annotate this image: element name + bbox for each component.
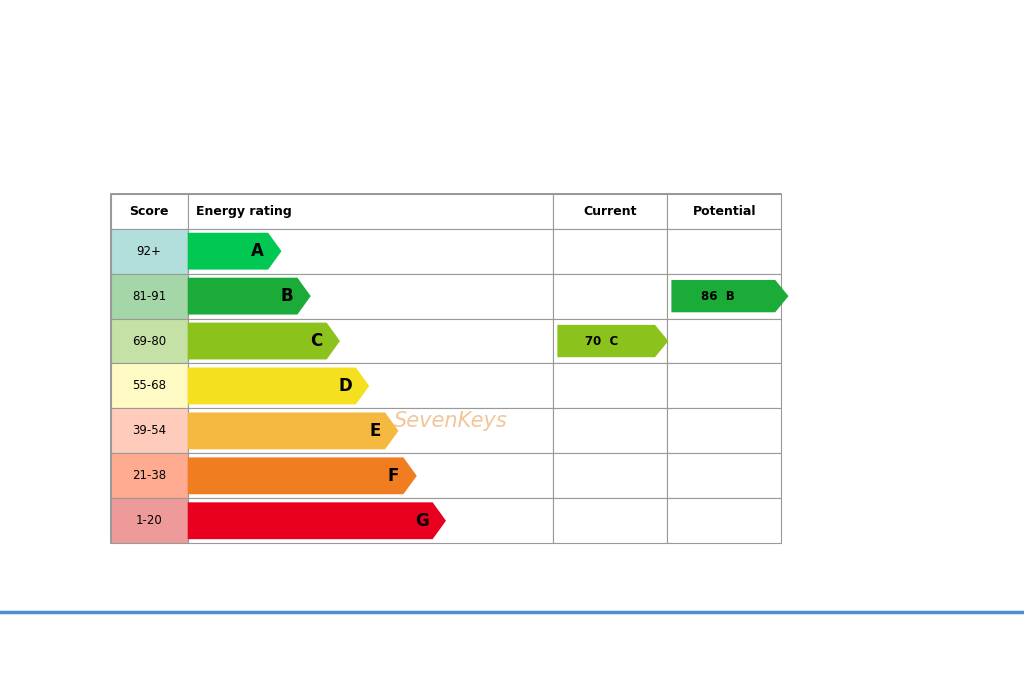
Bar — [187, 194, 553, 228]
Bar — [553, 228, 668, 273]
Text: D: D — [338, 377, 352, 395]
Bar — [187, 228, 553, 273]
Bar — [111, 318, 187, 363]
Bar — [187, 498, 553, 543]
Bar — [111, 194, 781, 543]
Text: Score: Score — [129, 205, 169, 218]
Polygon shape — [557, 325, 669, 357]
Text: 55-68: 55-68 — [132, 379, 166, 392]
Bar — [553, 498, 668, 543]
Text: 70  C: 70 C — [585, 334, 617, 347]
Text: 92+: 92+ — [137, 245, 162, 257]
Text: Energy rating: Energy rating — [196, 205, 292, 218]
Polygon shape — [187, 233, 282, 270]
Bar — [668, 453, 781, 498]
Polygon shape — [187, 412, 398, 449]
Bar — [668, 194, 781, 228]
Bar — [187, 273, 553, 318]
Bar — [111, 498, 187, 543]
Text: 86  B: 86 B — [701, 289, 735, 302]
Text: E: E — [370, 422, 381, 440]
Polygon shape — [187, 457, 417, 494]
Text: G: G — [415, 512, 428, 530]
Bar — [668, 228, 781, 273]
Bar — [187, 408, 553, 453]
Bar — [668, 273, 781, 318]
Text: 39-54: 39-54 — [132, 424, 166, 437]
Bar — [111, 408, 187, 453]
Bar — [111, 363, 187, 408]
Text: 1-20: 1-20 — [136, 514, 163, 527]
Polygon shape — [672, 280, 788, 312]
Bar — [111, 194, 187, 228]
Text: F: F — [388, 467, 399, 485]
Text: A: A — [251, 242, 264, 260]
Bar — [111, 273, 187, 318]
Bar — [187, 363, 553, 408]
Bar — [553, 194, 668, 228]
Text: Potential: Potential — [692, 205, 756, 218]
Text: SevenKeys: SevenKeys — [394, 411, 508, 431]
Text: Current: Current — [584, 205, 637, 218]
Bar — [111, 228, 187, 273]
Text: B: B — [281, 287, 293, 305]
Text: 81-91: 81-91 — [132, 289, 166, 302]
Bar — [111, 453, 187, 498]
Text: 69-80: 69-80 — [132, 334, 166, 347]
Bar — [668, 363, 781, 408]
Text: 21-38: 21-38 — [132, 469, 166, 482]
Bar — [668, 318, 781, 363]
Bar — [553, 453, 668, 498]
Bar — [553, 273, 668, 318]
Polygon shape — [187, 367, 370, 404]
Polygon shape — [187, 322, 340, 359]
Bar — [553, 408, 668, 453]
Bar — [187, 318, 553, 363]
Bar — [668, 408, 781, 453]
Polygon shape — [187, 277, 310, 315]
Bar — [553, 363, 668, 408]
Bar — [187, 453, 553, 498]
Bar — [668, 498, 781, 543]
Text: C: C — [310, 332, 323, 350]
Bar — [553, 318, 668, 363]
Polygon shape — [187, 502, 445, 539]
